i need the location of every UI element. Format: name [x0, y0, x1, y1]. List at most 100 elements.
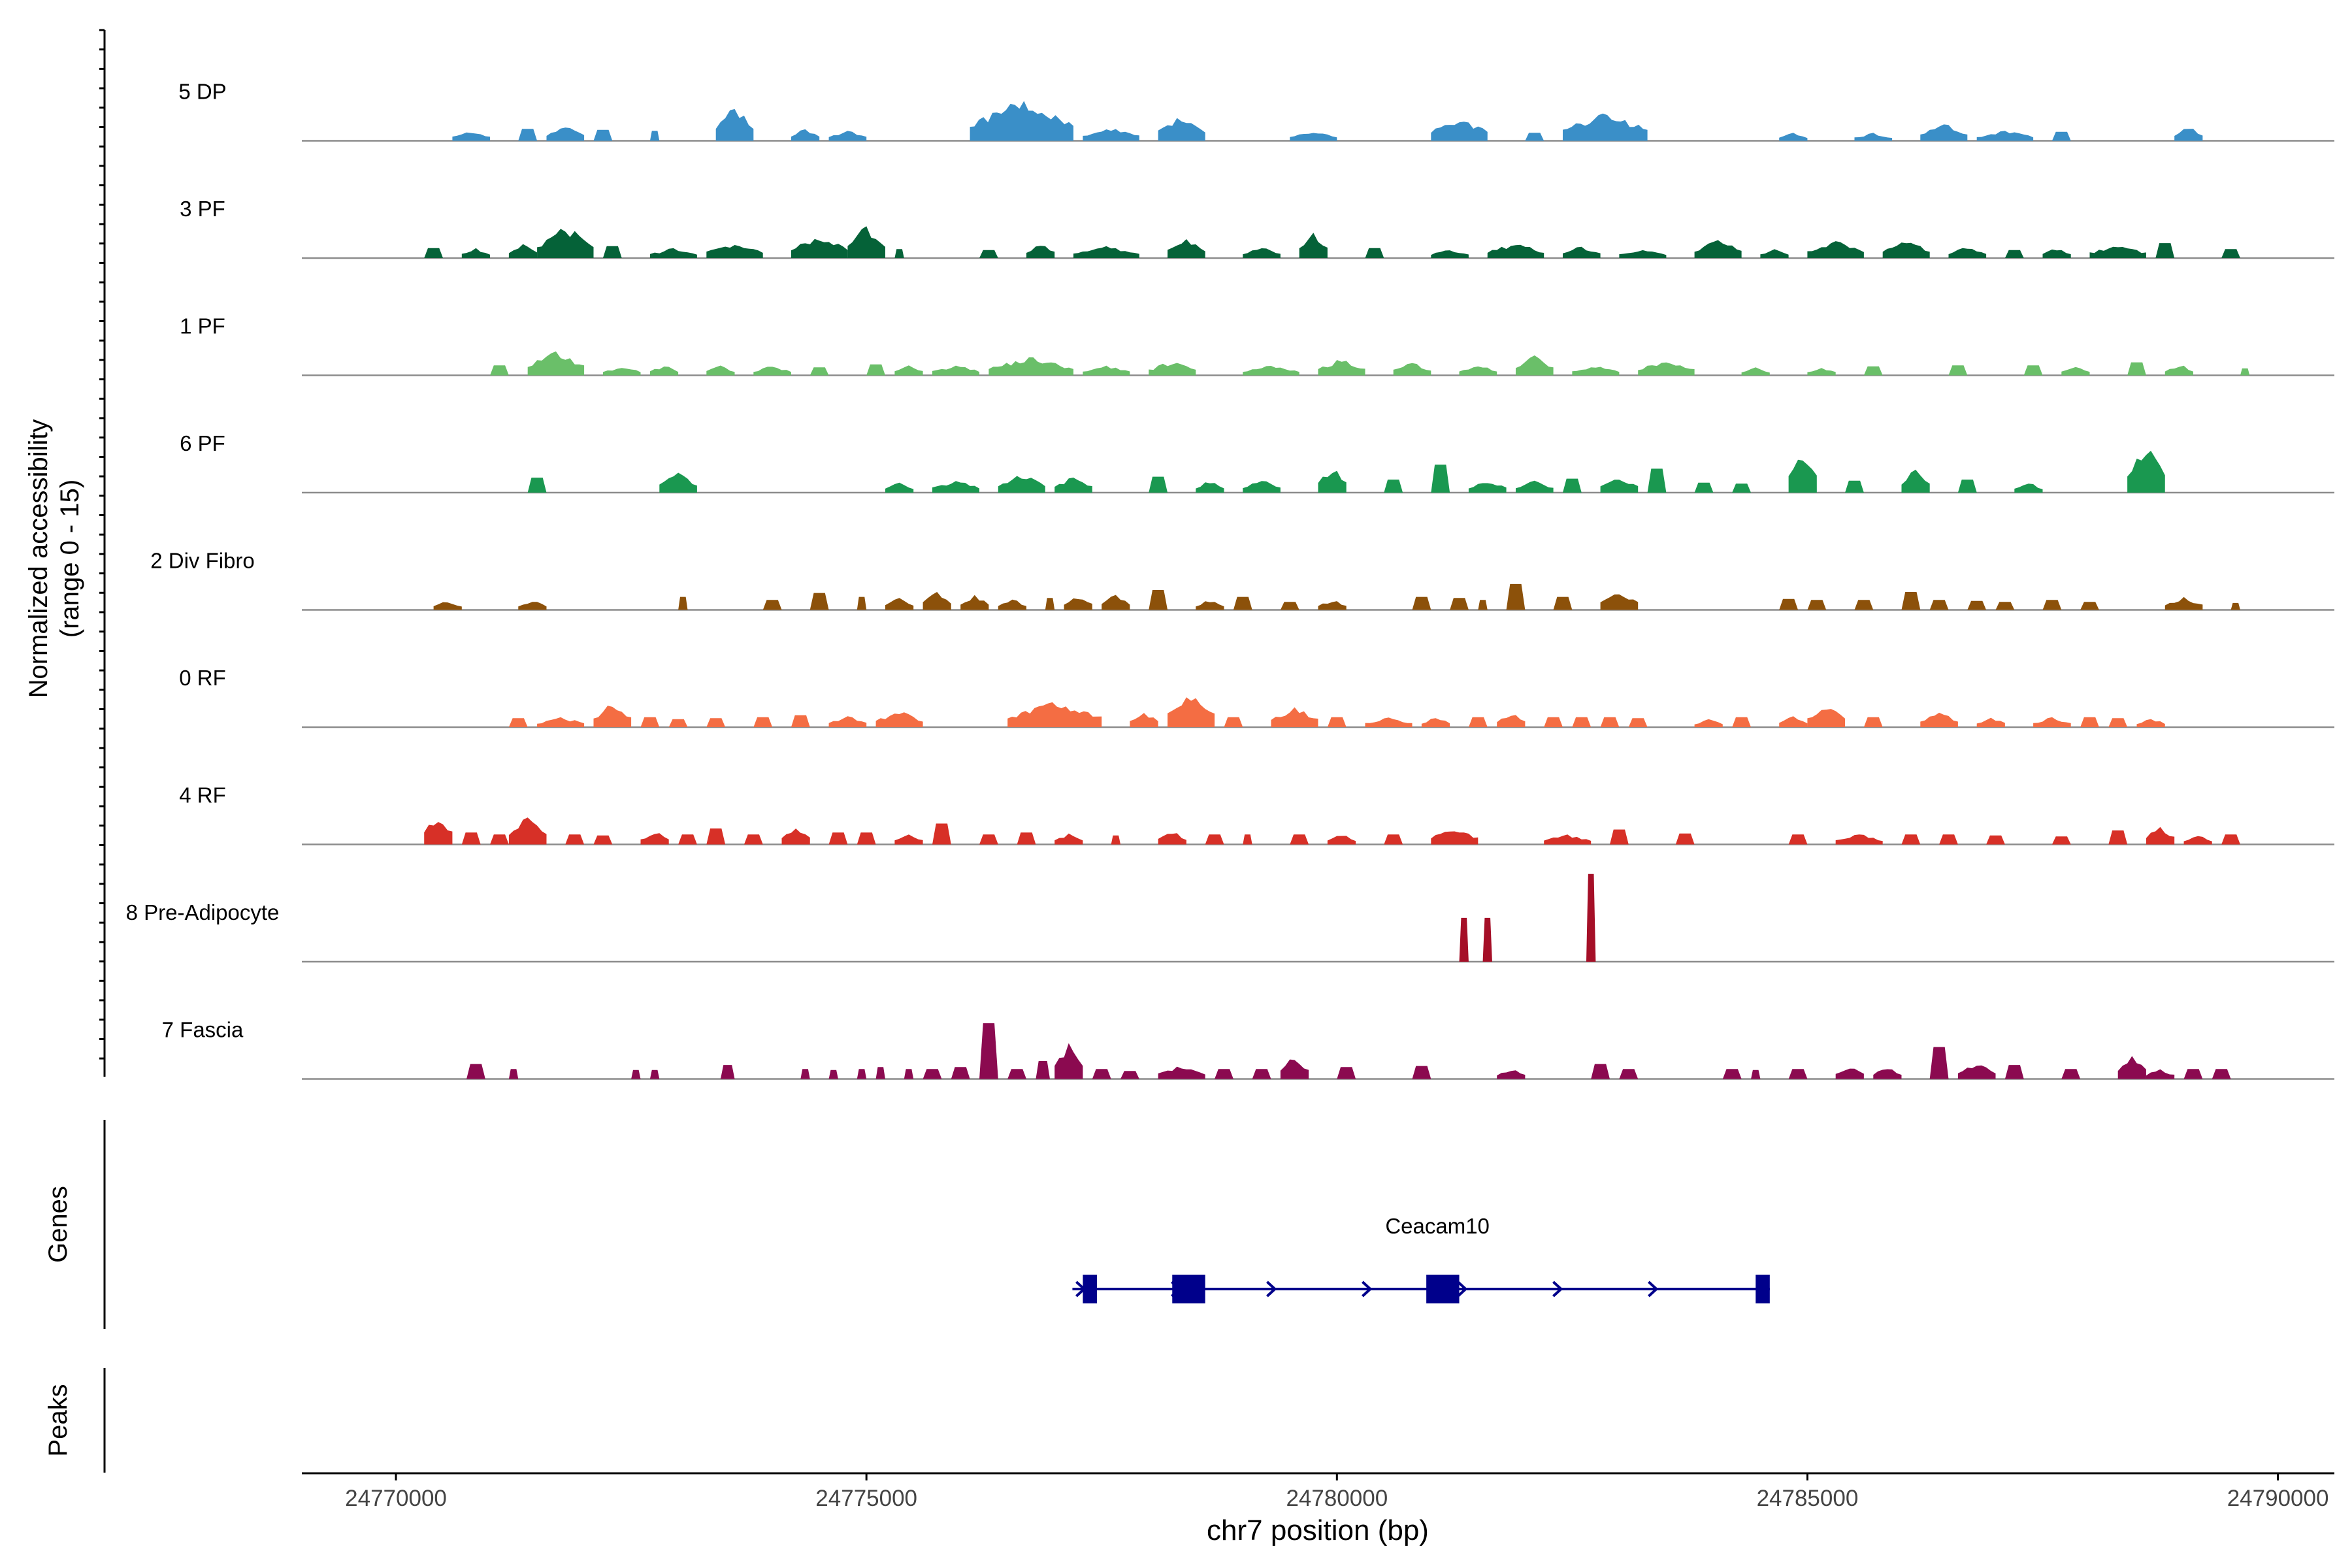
- track-4-rf: 4 RF: [179, 783, 2334, 845]
- coverage-peak: [753, 717, 773, 727]
- genes-panel-label: Genes: [44, 1186, 73, 1263]
- coverage-peak: [2221, 834, 2240, 845]
- track-label: 4 RF: [179, 783, 226, 808]
- coverage-peak: [923, 1069, 942, 1079]
- coverage-peak: [593, 706, 632, 727]
- coverage-peak: [1468, 483, 1507, 493]
- coverage-peak: [602, 368, 641, 376]
- coverage-peak: [743, 834, 763, 845]
- coverage-peak: [2127, 450, 2165, 493]
- coverage-peak: [828, 131, 867, 141]
- coverage-peak: [791, 715, 810, 727]
- coverage-peak: [2023, 365, 2043, 376]
- coverage-peak: [1450, 598, 1469, 610]
- x-tick-label: 24790000: [2227, 1486, 2329, 1511]
- coverage-peak: [1515, 480, 1554, 493]
- coverage-peak: [1393, 363, 1431, 376]
- coverage-peak: [1158, 118, 1205, 141]
- coverage-peak: [1158, 833, 1186, 845]
- coverage-peak: [970, 101, 1074, 141]
- coverage-peak: [1412, 1066, 1431, 1079]
- coverage-peak: [678, 596, 688, 610]
- coverage-peak: [2061, 367, 2090, 376]
- coverage-peak: [1995, 602, 2015, 610]
- coverage-peak: [1901, 592, 1921, 610]
- coverage-peak: [904, 1069, 914, 1079]
- coverage-peak: [518, 129, 538, 141]
- coverage-peak: [2004, 250, 2024, 258]
- coverage-peak: [1224, 717, 1243, 727]
- coverage-peak: [1873, 1069, 1902, 1079]
- coverage-peak: [1252, 1069, 1271, 1079]
- coverage-peak: [508, 817, 547, 845]
- coverage-peak: [1243, 481, 1281, 493]
- x-axis-ticks: 24770000 24775000 24780000 24785000 24790000: [345, 1473, 2328, 1511]
- peaks-panel-label: Peaks: [44, 1384, 73, 1456]
- coverage-peak: [2136, 719, 2165, 727]
- gene-models: Ceacam10: [1072, 1214, 1770, 1303]
- coverage-peak: [1901, 834, 1921, 845]
- coverage-peak: [1158, 1066, 1205, 1079]
- coverage-peak: [762, 600, 782, 610]
- coverage-peak: [2240, 368, 2250, 376]
- coverage-peak: [998, 599, 1027, 610]
- gene-ceacam10: Ceacam10: [1072, 1214, 1770, 1303]
- coverage-peak: [1807, 368, 1836, 376]
- coverage-peak: [461, 248, 491, 258]
- coverage-peak: [1854, 133, 1893, 141]
- track-7-fascia: 7 Fascia: [162, 1018, 2334, 1080]
- coverage-peak: [1196, 482, 1224, 493]
- strand-arrow: [1648, 1281, 1659, 1298]
- coverage-peak: [1365, 717, 1413, 727]
- coverage-peak: [1482, 917, 1492, 962]
- coverage-peak: [706, 828, 726, 845]
- coverage-peak: [2080, 717, 2099, 727]
- coverage-peak: [1586, 874, 1596, 962]
- track-label: 3 PF: [180, 197, 225, 221]
- gene-exon: [1083, 1275, 1098, 1303]
- coverage-peak: [1280, 1059, 1309, 1079]
- coverage-peak: [720, 1065, 735, 1079]
- coverage-peak: [1205, 834, 1224, 845]
- coverage-peak: [424, 822, 453, 845]
- coverage-peak: [894, 834, 923, 845]
- gene-exon: [1756, 1275, 1770, 1303]
- coverage-peak: [1431, 122, 1488, 141]
- coverage-peak: [781, 828, 810, 845]
- coverage-peak: [828, 716, 867, 727]
- coverage-peak: [1920, 712, 1958, 727]
- coverage-peak: [1845, 480, 1864, 493]
- coverage-peak: [2230, 602, 2240, 610]
- coverage-peak: [1243, 366, 1299, 376]
- track-0-rf: 0 RF: [179, 666, 2334, 728]
- coverage-peak: [1525, 133, 1544, 141]
- coverage-peak: [1694, 240, 1742, 258]
- y-axis-label: Normalized accessibility: [24, 419, 53, 698]
- coverage-peak: [1722, 1069, 1742, 1079]
- coverage-peak: [1384, 834, 1403, 845]
- coverage-peak: [2004, 1065, 2024, 1079]
- coverage-peak: [508, 718, 528, 727]
- coverage-peak: [1421, 718, 1450, 727]
- coverage-peak: [1478, 600, 1488, 610]
- coverage-peak: [979, 834, 998, 845]
- coverage-peak: [2117, 1056, 2146, 1079]
- strand-arrow: [1362, 1281, 1373, 1298]
- coverage-peak: [518, 602, 547, 610]
- coverage-peak: [1083, 129, 1139, 141]
- coverage-peak: [1929, 1047, 1949, 1079]
- coverage-peak: [1957, 480, 1977, 493]
- coverage-peak: [1045, 598, 1055, 610]
- coverage-peak: [1600, 717, 1620, 727]
- coverage-peak: [508, 1069, 519, 1079]
- coverage-peak: [1468, 717, 1488, 727]
- coverage-peak: [565, 834, 585, 845]
- coverage-peak: [1788, 1069, 1808, 1079]
- coverage-peak: [1233, 596, 1252, 610]
- coverage-peak: [678, 834, 697, 845]
- coverage-y-ticks: [99, 29, 105, 1060]
- coverage-peak: [1459, 917, 1469, 962]
- coverage-peak: [715, 108, 754, 141]
- coverage-peak: [1807, 241, 1864, 258]
- coverage-peak: [1562, 113, 1648, 141]
